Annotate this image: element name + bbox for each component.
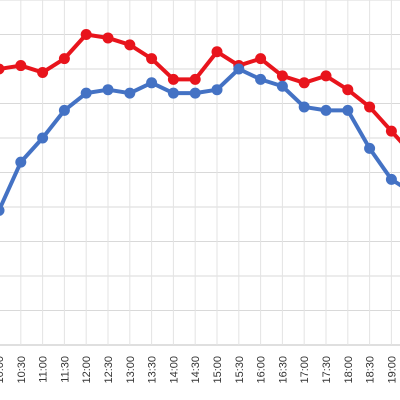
series-1-point [298,101,310,113]
series-layer [0,29,400,216]
series-0-point [320,70,332,82]
series-0-point [211,46,223,58]
x-tick-label: 18:00 [343,356,355,384]
series-1-point [189,87,201,99]
series-0-point [124,39,136,51]
series-1-point [58,104,70,116]
series-1-point [320,104,332,116]
series-0-point [80,29,92,40]
series-0-point [167,73,179,85]
series-0-point [0,63,5,75]
series-1-point [233,63,245,75]
x-tick-label: 11:00 [38,356,50,383]
x-tick-label: 17:00 [299,356,311,384]
x-tick-label: 14:00 [168,356,180,384]
x-tick-label: 13:30 [147,356,159,384]
x-tick-label: 14:30 [190,356,202,384]
series-1-point [37,132,49,144]
x-tick-label: 13:00 [125,356,137,384]
series-0-point [37,66,49,78]
series-0-point [364,101,376,113]
series-1-point [167,87,179,99]
series-0-point [58,53,70,65]
series-1-point [255,73,267,85]
series-1-point [342,104,354,116]
x-tick-label: 10:30 [16,356,28,384]
series-1-point [364,142,376,154]
series-1-point [211,84,223,96]
series-1-point [385,173,397,185]
series-1-point [146,77,158,89]
x-tick-label: 11:30 [59,356,71,383]
x-tick-label: 16:00 [256,356,268,384]
series-1-point [276,80,288,92]
x-tick-label: 16:30 [277,356,289,384]
x-tick-label: 19:00 [386,356,398,384]
series-1-point [124,87,136,99]
series-1-point [0,205,5,216]
x-tick-label: 15:00 [212,356,224,384]
series-0-point [102,32,114,44]
series-0-point [255,53,267,65]
series-0-point [385,125,397,137]
series-0-point [276,70,288,82]
series-1-point [80,87,92,99]
series-0-point [146,53,158,65]
series-1-line [0,67,400,212]
series-0-point [189,73,201,85]
x-tick-label: 18:30 [365,356,377,384]
x-tick-labels: 10:00 10:30 11:00 11:30 12:00 12:30 13:00 13:30… [0,356,398,384]
x-tick-label: 12:30 [103,356,115,384]
x-tick-label: 17:30 [321,356,333,384]
series-0-point [298,77,310,89]
series-0-point [342,84,354,96]
x-tick-label: 10:00 [0,356,6,384]
x-tick-label: 12:00 [81,356,93,384]
gridlines [0,0,400,346]
series-1-point [102,84,114,96]
x-tick-label: 15:30 [234,356,246,384]
series-1-point [15,156,27,168]
series-0-point [15,60,27,72]
